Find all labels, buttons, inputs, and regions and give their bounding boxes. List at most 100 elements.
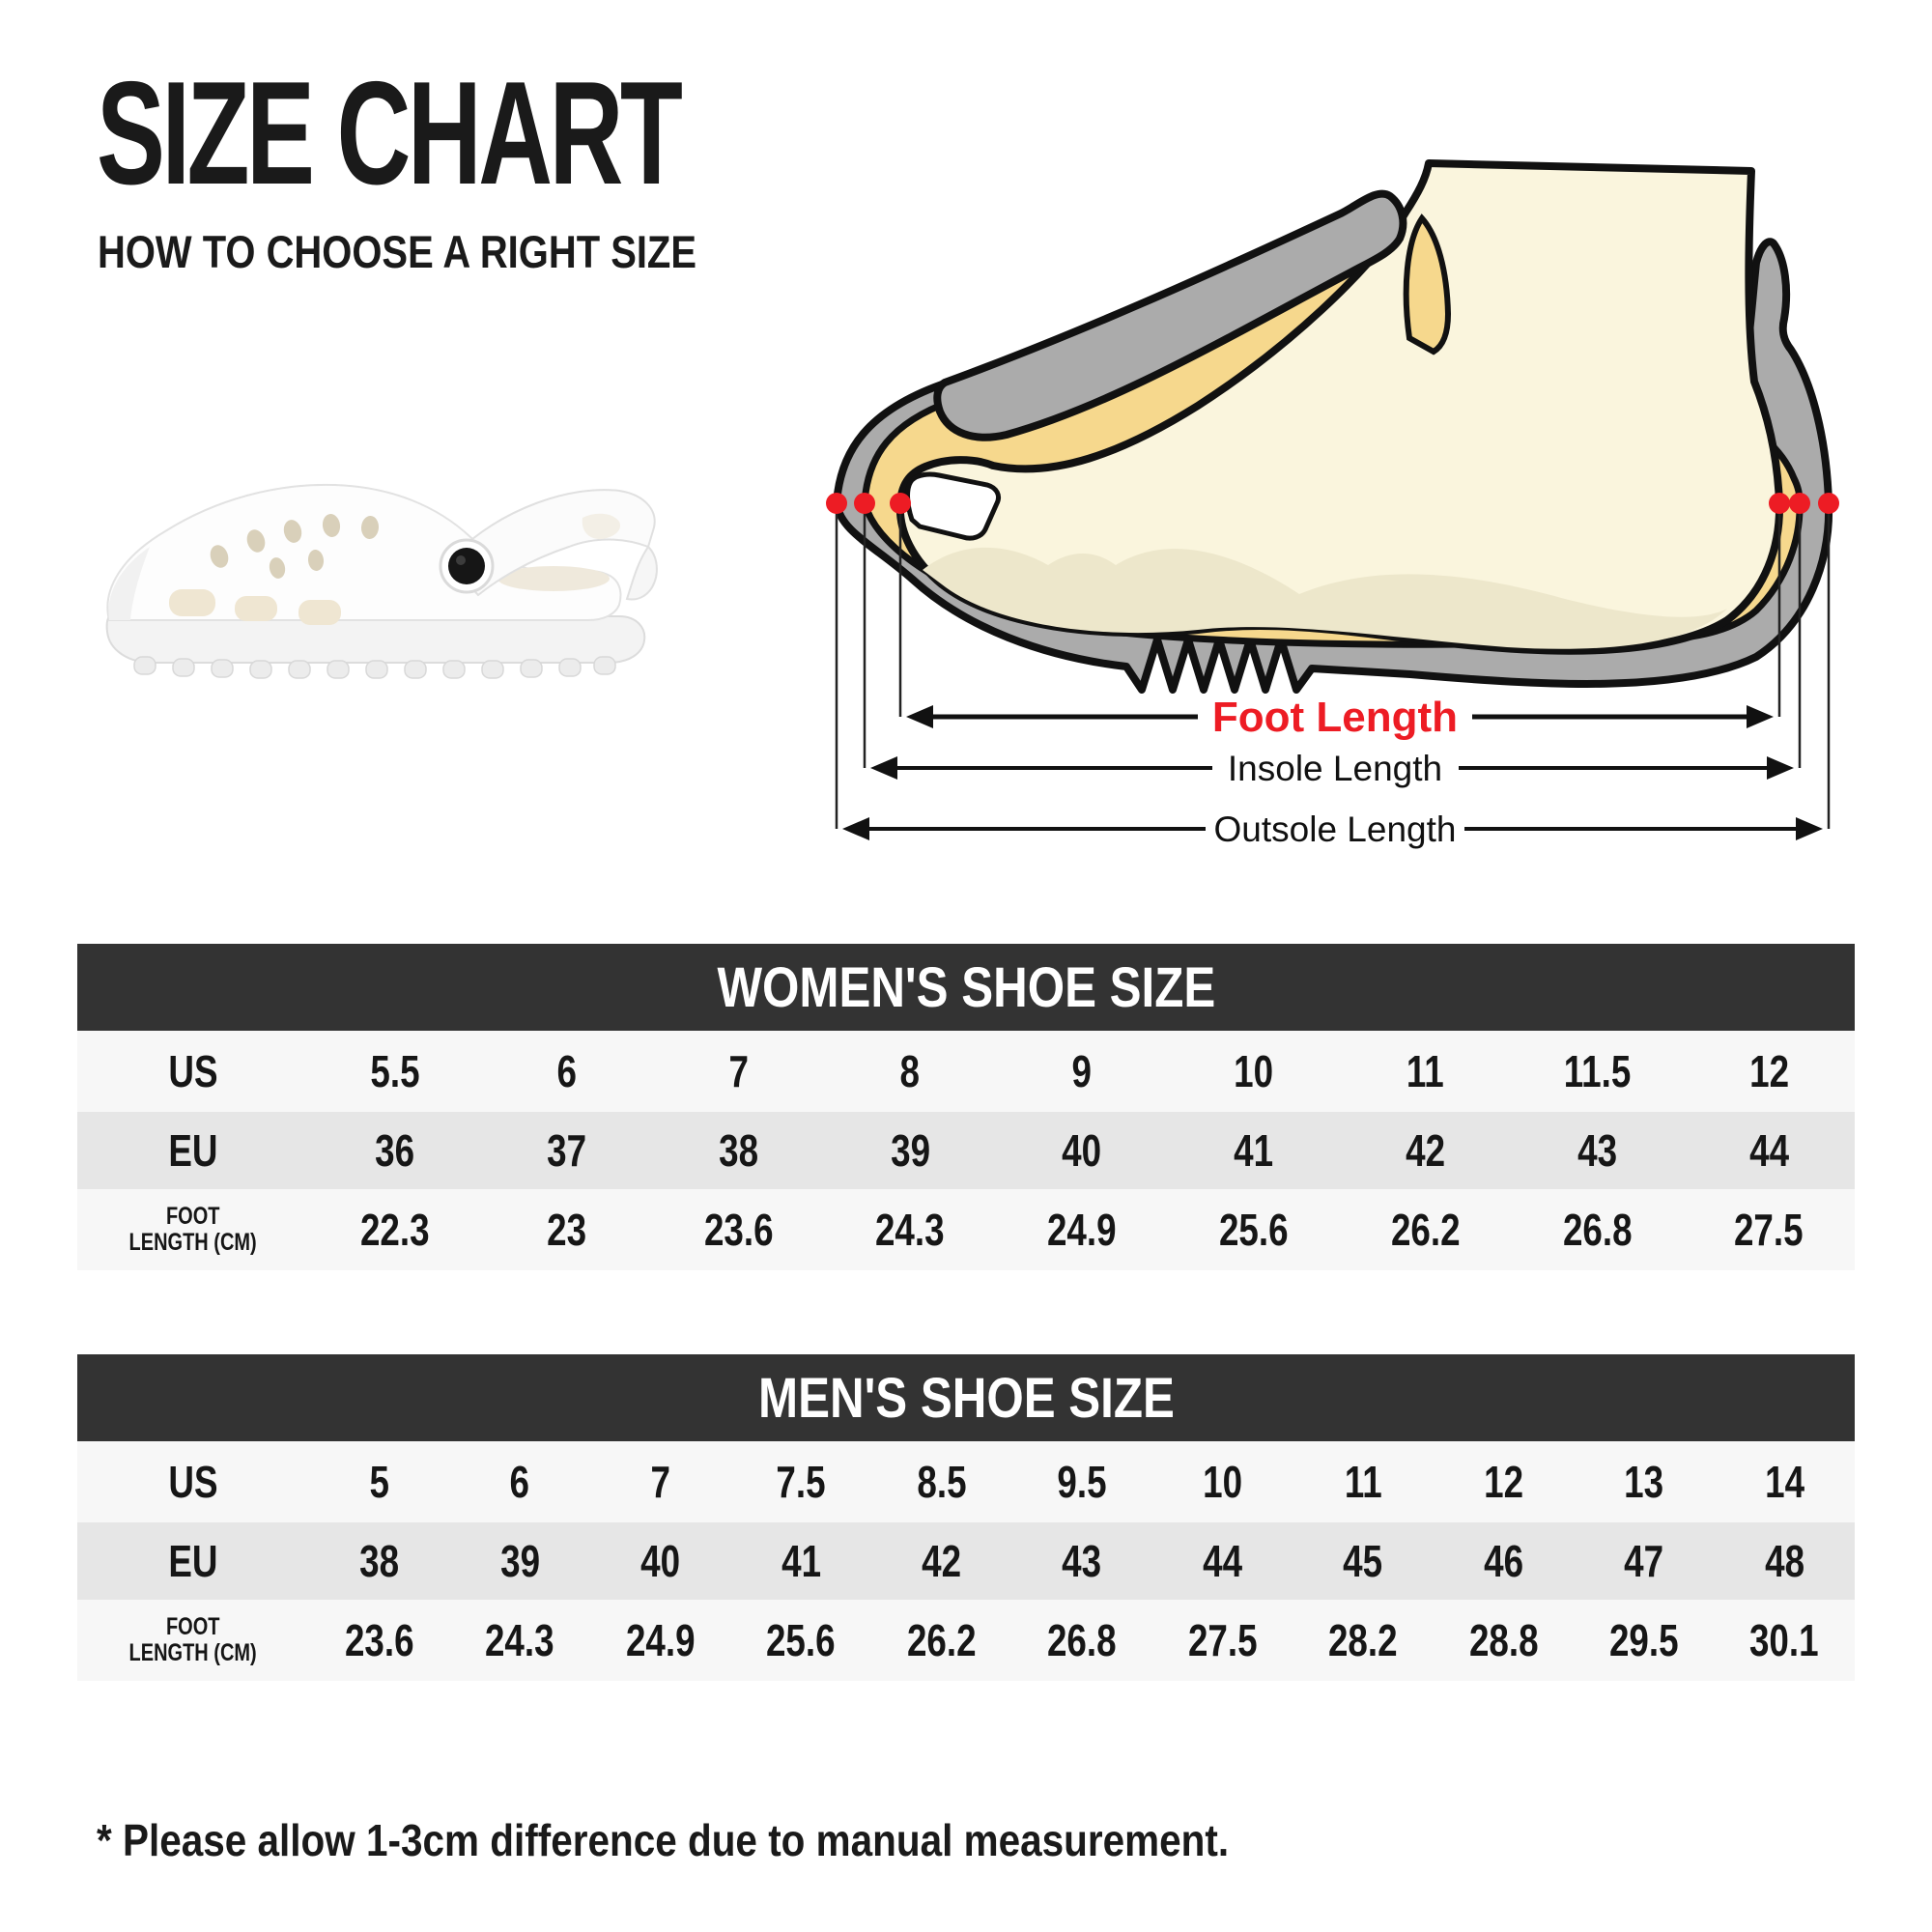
table-cell: 42: [1406, 1125, 1446, 1176]
table-cell: 24.9: [625, 1615, 696, 1665]
table-row-eu: EU 38 39 40 41 42 43 44 45 46 47 48: [77, 1522, 1855, 1600]
table-cell: 39: [890, 1125, 930, 1176]
toenail: [905, 471, 1002, 541]
clog-shading: [108, 547, 150, 620]
insole-front-wedge: [1403, 213, 1452, 355]
insole-length-label: Insole Length: [1228, 749, 1442, 788]
table-cell: 8.5: [916, 1457, 967, 1507]
table-cell: 7: [650, 1457, 670, 1507]
clog-side-vents: [169, 589, 341, 625]
arrow-right-icon: [1796, 817, 1823, 840]
table-cell: 29.5: [1608, 1615, 1679, 1665]
table-cell: 38: [718, 1125, 758, 1176]
table-cell: 5.5: [370, 1046, 420, 1096]
table-cell: 6: [509, 1457, 530, 1507]
measurement-footnote-text: * Please allow 1-3cm difference due to m…: [97, 1815, 1230, 1865]
row-label: US: [168, 1046, 218, 1096]
table-cell: 10: [1202, 1457, 1242, 1507]
table-cell: 28.8: [1468, 1615, 1539, 1665]
table-cell: 42: [922, 1536, 962, 1586]
arrow-right-icon: [1767, 756, 1794, 780]
table-row-foot-length: FOOT LENGTH (CM) 22.3 23 23.6 24.3 24.9 …: [77, 1189, 1855, 1270]
table-cell: 11.5: [1563, 1046, 1632, 1096]
foot-measure-diagram: Foot Length Insole Length Outsole Length: [826, 159, 1839, 849]
table-cell: 44: [1748, 1125, 1789, 1176]
table-cell: 37: [547, 1125, 587, 1176]
clog-strap-heel: [625, 545, 658, 601]
table-cell: 41: [781, 1536, 821, 1586]
table-cell: 7: [728, 1046, 749, 1096]
table-cell: 8: [899, 1046, 921, 1096]
clog-sole: [105, 615, 646, 664]
table-row-eu: EU 36 37 38 39 40 41 42 43 44: [77, 1112, 1855, 1189]
page-subtitle-text: HOW TO CHOOSE A RIGHT SIZE: [98, 226, 696, 277]
arrow-left-icon: [842, 817, 869, 840]
table-cell: 27.5: [1187, 1615, 1258, 1665]
clog-tread: [133, 656, 616, 679]
table-cell: 23: [547, 1205, 587, 1255]
page-title: SIZE CHART: [97, 60, 929, 207]
clog-rivet-highlight: [456, 555, 466, 565]
table-cell: 22.3: [360, 1205, 430, 1255]
table-cell: 44: [1202, 1536, 1242, 1586]
table-cell: 26.8: [1562, 1205, 1633, 1255]
table-cell: 25.6: [766, 1615, 836, 1665]
clog-vent-holes: [210, 514, 380, 579]
table-cell: 28.2: [1328, 1615, 1398, 1665]
table-cell: 36: [375, 1125, 415, 1176]
clog-opening: [497, 566, 610, 591]
table-cell: 25.6: [1218, 1205, 1289, 1255]
table-cell: 9: [1071, 1046, 1093, 1096]
measurement-footnote: * Please allow 1-3cm difference due to m…: [97, 1814, 1383, 1866]
table-cell: 7.5: [776, 1457, 826, 1507]
shoe-instep-band: [933, 189, 1407, 441]
table-cell: 23.6: [344, 1615, 414, 1665]
table-row-foot-length: FOOT LENGTH (CM) 23.6 24.3 24.9 25.6 26.…: [77, 1600, 1855, 1681]
table-cell: 30.1: [1749, 1615, 1820, 1665]
table-cell: 26.8: [1047, 1615, 1117, 1665]
row-label: US: [168, 1457, 218, 1507]
table-cell: 12: [1483, 1457, 1523, 1507]
measure-dots: [826, 493, 1839, 514]
table-cell: 27.5: [1734, 1205, 1804, 1255]
table-cell: 26.2: [906, 1615, 977, 1665]
table-cell: 9.5: [1057, 1457, 1107, 1507]
table-cell: 5: [369, 1457, 389, 1507]
table-cell: 10: [1234, 1046, 1274, 1096]
table-cell: 11: [1406, 1046, 1445, 1096]
mens-size-table: MEN'S SHOE SIZE US 5 6 7 7.5 8.5 9.5 10 …: [77, 1354, 1855, 1681]
mens-table-header: MEN'S SHOE SIZE: [77, 1354, 1855, 1441]
outsole-length-label: Outsole Length: [1214, 810, 1457, 849]
arrow-right-icon: [1747, 705, 1774, 728]
womens-size-table: WOMEN'S SHOE SIZE US 5.5 6 7 8 9 10 11 1…: [77, 944, 1855, 1270]
table-cell: 46: [1483, 1536, 1523, 1586]
table-cell: 23.6: [703, 1205, 774, 1255]
mens-table-title: MEN'S SHOE SIZE: [757, 1366, 1175, 1430]
table-row-us: US 5 6 7 7.5 8.5 9.5 10 11 12 13 14: [77, 1441, 1855, 1522]
measure-guide-lines: [835, 503, 1831, 829]
table-cell: 24.9: [1047, 1205, 1117, 1255]
row-label: EU: [168, 1125, 218, 1176]
table-cell: 13: [1624, 1457, 1664, 1507]
table-cell: 12: [1748, 1046, 1789, 1096]
row-label: FOOT LENGTH (CM): [128, 1613, 258, 1666]
arrow-left-icon: [870, 756, 897, 780]
womens-table-header: WOMEN'S SHOE SIZE: [77, 944, 1855, 1031]
row-label: FOOT LENGTH (CM): [128, 1203, 258, 1256]
row-label: EU: [168, 1536, 218, 1586]
table-cell: 24.3: [875, 1205, 946, 1255]
table-cell: 24.3: [485, 1615, 554, 1665]
table-cell: 11: [1344, 1457, 1382, 1507]
page-title-text: SIZE CHART: [97, 51, 683, 215]
table-cell: 40: [1062, 1125, 1102, 1176]
table-cell: 38: [359, 1536, 400, 1586]
foot-shading: [923, 547, 1727, 649]
table-cell: 26.2: [1390, 1205, 1461, 1255]
table-cell: 43: [1577, 1125, 1617, 1176]
arrow-left-icon: [906, 705, 933, 728]
clog-strap-slot: [582, 513, 621, 540]
clog-rivet: [448, 548, 485, 584]
table-cell: 14: [1764, 1457, 1804, 1507]
page-subtitle: HOW TO CHOOSE A RIGHT SIZE: [98, 225, 802, 278]
table-cell: 45: [1343, 1536, 1383, 1586]
